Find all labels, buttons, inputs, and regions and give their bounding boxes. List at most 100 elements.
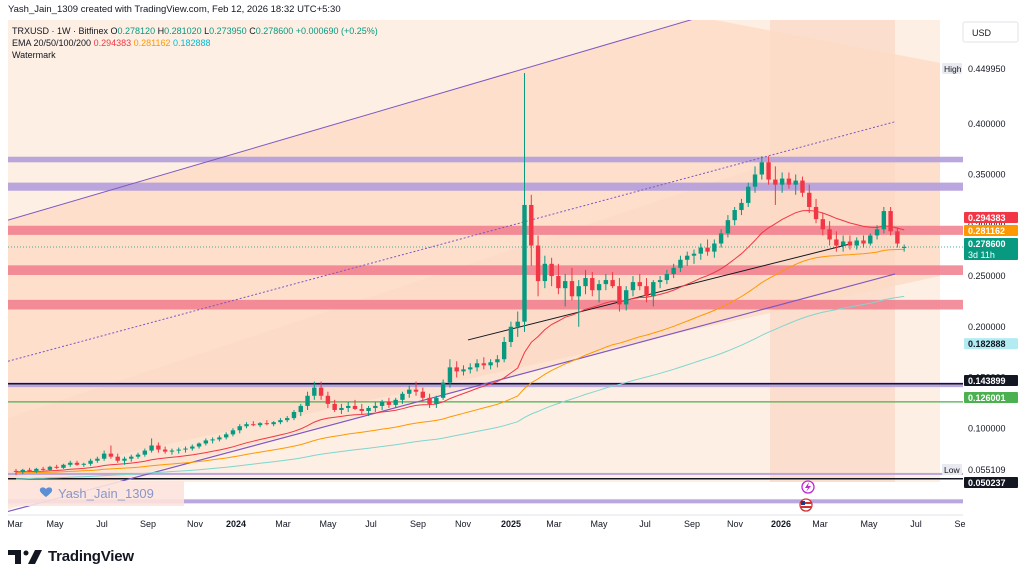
price-label-box bbox=[964, 225, 1018, 236]
candle bbox=[596, 280, 602, 303]
candle-body bbox=[562, 281, 568, 289]
candle-body bbox=[603, 280, 609, 285]
candle-body bbox=[346, 405, 351, 408]
candle-body bbox=[230, 430, 236, 435]
price-label: 0.055109 Low bbox=[942, 464, 1018, 475]
lightning-event-icon bbox=[801, 480, 815, 494]
candle-body bbox=[664, 273, 670, 281]
candle bbox=[183, 446, 188, 453]
candle bbox=[169, 448, 175, 455]
candle bbox=[759, 156, 764, 180]
candle-body bbox=[305, 395, 310, 406]
candle-body bbox=[162, 449, 168, 452]
candle-body bbox=[325, 395, 331, 404]
candle bbox=[312, 381, 317, 400]
candle-body bbox=[149, 445, 154, 451]
candle bbox=[488, 359, 493, 370]
candle bbox=[651, 280, 656, 307]
candle-body bbox=[379, 401, 385, 406]
price-label-box bbox=[964, 477, 1018, 488]
price-axis: USD0.4000000.3500000.3000000.2500000.200… bbox=[942, 20, 1024, 515]
price-label-text: 0.050237 bbox=[968, 478, 1006, 488]
x-tick-label: 2026 bbox=[771, 519, 791, 529]
candle bbox=[149, 438, 154, 453]
candle bbox=[129, 454, 134, 462]
price-label: 0.182888 bbox=[964, 338, 1018, 350]
zone-band-red bbox=[8, 299, 963, 310]
candle bbox=[603, 273, 609, 291]
candle bbox=[251, 421, 256, 427]
candle-body bbox=[847, 241, 853, 246]
candle bbox=[624, 286, 629, 311]
candle-body bbox=[759, 162, 764, 175]
candle bbox=[447, 359, 453, 388]
candle bbox=[454, 361, 459, 378]
ohlc-change: +0.000690 (+0.25%) bbox=[296, 26, 378, 36]
candle-body bbox=[827, 229, 832, 240]
candle-body bbox=[474, 363, 480, 368]
candle-body bbox=[766, 162, 771, 180]
candle bbox=[746, 182, 751, 207]
candle-body bbox=[373, 405, 378, 408]
candle bbox=[840, 235, 846, 252]
candle-body bbox=[386, 401, 392, 405]
candle-body bbox=[196, 443, 202, 447]
candle bbox=[95, 456, 100, 463]
candle-body bbox=[74, 462, 80, 465]
candle-body bbox=[617, 286, 622, 305]
candle-body bbox=[169, 450, 175, 452]
candle-body bbox=[712, 243, 717, 252]
candle-body bbox=[210, 439, 215, 441]
candle bbox=[47, 465, 53, 471]
candle-body bbox=[312, 387, 317, 396]
zone-band-red bbox=[8, 265, 963, 275]
candle-body bbox=[651, 282, 656, 297]
candle-body bbox=[54, 466, 59, 468]
candle-body bbox=[834, 239, 839, 246]
x-tick-label: 2024 bbox=[226, 519, 246, 529]
channel-bottom-line bbox=[8, 273, 896, 513]
candle bbox=[766, 156, 771, 185]
candle-body bbox=[13, 470, 19, 472]
candle bbox=[481, 357, 487, 370]
chart-credit: Yash_Jain_1309 created with TradingView.… bbox=[8, 4, 341, 15]
candle bbox=[108, 445, 114, 459]
candle-body bbox=[285, 418, 290, 421]
candle-body bbox=[407, 389, 412, 394]
candle-body bbox=[901, 246, 907, 248]
candle-body bbox=[34, 468, 39, 471]
candle bbox=[54, 464, 59, 469]
candle bbox=[576, 280, 581, 327]
candle-body bbox=[705, 247, 710, 252]
zone-band-purple bbox=[8, 472, 963, 475]
x-tick-label: May bbox=[46, 519, 64, 529]
price-label-text: 0.143899 bbox=[968, 376, 1006, 386]
candle bbox=[264, 420, 270, 426]
x-tick-label: May bbox=[860, 519, 878, 529]
candle-body bbox=[535, 245, 541, 282]
legend-watermark-label: Watermark bbox=[12, 50, 56, 60]
candle bbox=[285, 416, 290, 423]
candle-body bbox=[895, 231, 900, 244]
candle bbox=[386, 397, 392, 408]
ema-value: 0.281162 bbox=[134, 38, 173, 48]
candle-body bbox=[630, 282, 636, 291]
candle-body bbox=[495, 359, 500, 363]
candle bbox=[495, 355, 500, 368]
ohlc-value: 0.278600 bbox=[256, 26, 296, 36]
candle bbox=[901, 244, 907, 252]
candle-body bbox=[779, 178, 785, 185]
legend-layer: TRXUSD · 1W · Bitfinex O0.278120 H0.2810… bbox=[12, 26, 378, 60]
x-tick-label: Se bbox=[954, 519, 965, 529]
candle bbox=[305, 391, 310, 410]
x-tick-label: May bbox=[319, 519, 337, 529]
candle bbox=[569, 267, 575, 301]
candle bbox=[400, 391, 405, 404]
candle bbox=[535, 235, 541, 297]
candle-body bbox=[27, 469, 32, 471]
candle bbox=[671, 263, 676, 279]
candle bbox=[773, 166, 778, 205]
price-label: 0.050237 bbox=[964, 477, 1018, 488]
watermark: Yash_Jain_1309 bbox=[8, 481, 184, 506]
